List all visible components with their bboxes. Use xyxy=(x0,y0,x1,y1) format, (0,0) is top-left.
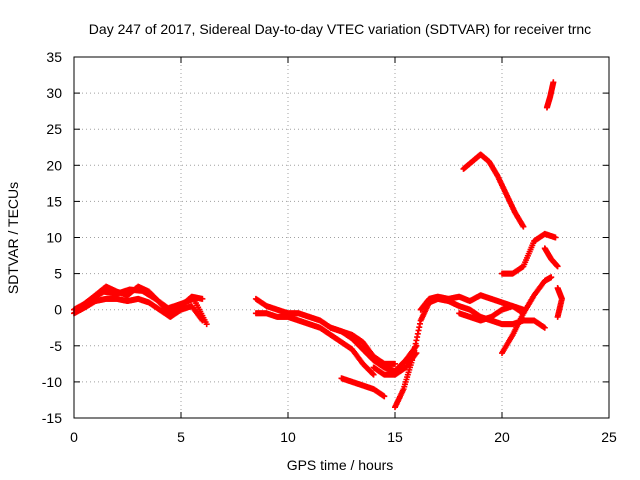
y-axis-label: SDTVAR / TECUs xyxy=(5,182,21,294)
data-point xyxy=(381,393,388,400)
series-track-15 xyxy=(541,245,561,270)
series-track-17 xyxy=(543,79,557,111)
data-point xyxy=(520,223,527,230)
data-point xyxy=(550,79,557,86)
y-tick-label: -10 xyxy=(42,374,62,390)
plot-frame xyxy=(73,56,610,419)
data-point xyxy=(541,324,548,331)
grid-lines xyxy=(74,57,609,418)
chart-title: Day 247 of 2017, Sidereal Day-to-day VTE… xyxy=(89,21,591,37)
series-track-16 xyxy=(554,285,565,320)
y-tick-label: -5 xyxy=(50,338,63,354)
data-point xyxy=(554,263,561,270)
y-tick-label: 25 xyxy=(46,121,62,137)
y-tick-label: 0 xyxy=(54,302,62,318)
series-track-13 xyxy=(499,230,559,277)
data-point xyxy=(554,313,561,320)
y-tick-label: -15 xyxy=(42,410,62,426)
series-track-14 xyxy=(499,274,555,357)
x-axis-label: GPS time / hours xyxy=(287,457,394,473)
series-track-12 xyxy=(460,151,527,230)
data-point xyxy=(369,370,376,377)
y-tick-label: 10 xyxy=(46,230,62,246)
series-track-5 xyxy=(252,310,377,378)
data-point xyxy=(203,321,210,328)
data-points xyxy=(71,79,565,411)
x-tick-label: 0 xyxy=(70,429,78,445)
x-axis-ticks: 0 5 10 15 20 25 xyxy=(70,57,617,445)
series-track-8 xyxy=(370,350,420,378)
data-point xyxy=(370,371,377,378)
series-track-7 xyxy=(338,375,388,400)
series-track-3 xyxy=(75,286,210,328)
data-point xyxy=(392,360,398,367)
x-tick-label: 20 xyxy=(494,429,510,445)
y-tick-label: 5 xyxy=(54,266,62,282)
y-tick-label: 35 xyxy=(46,49,62,65)
y-tick-label: 20 xyxy=(46,157,62,173)
x-tick-label: 5 xyxy=(177,429,185,445)
y-axis-ticks: -15 -10 -5 0 5 10 15 20 25 30 35 xyxy=(42,49,609,426)
x-tick-label: 10 xyxy=(280,429,296,445)
data-point xyxy=(552,234,559,241)
data-point xyxy=(199,295,206,302)
x-tick-label: 15 xyxy=(387,429,403,445)
y-tick-label: 15 xyxy=(46,193,62,209)
x-tick-label: 25 xyxy=(601,429,617,445)
series-track-11 xyxy=(456,303,527,324)
y-tick-label: 30 xyxy=(46,85,62,101)
data-point xyxy=(548,274,555,281)
